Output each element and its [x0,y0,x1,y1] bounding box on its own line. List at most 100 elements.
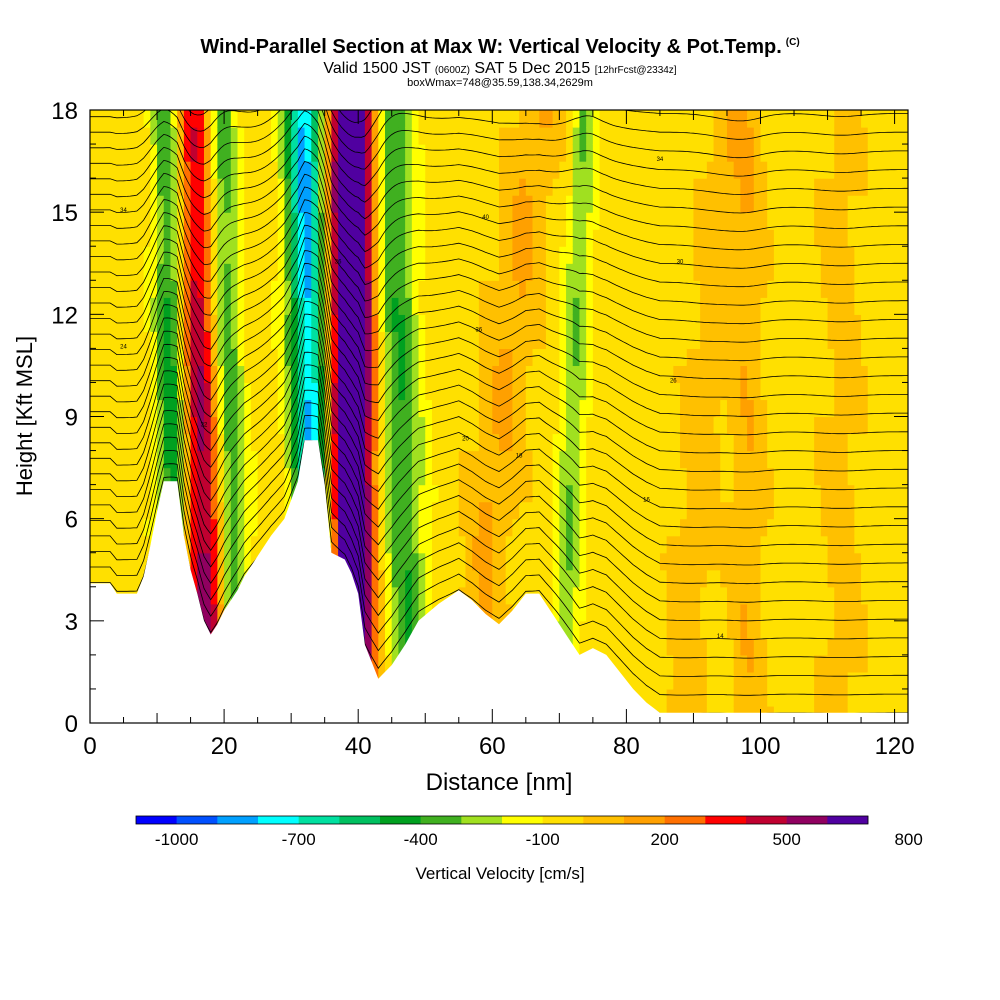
velocity-cell [713,195,721,213]
velocity-cell [478,161,487,179]
velocity-cell [505,229,514,247]
velocity-cell [210,450,218,469]
velocity-cell [666,433,674,452]
velocity-cell [612,535,621,554]
velocity-cell [358,229,366,247]
velocity-cell [378,127,386,145]
velocity-cell [559,178,567,196]
velocity-cell [800,552,809,571]
velocity-cell [291,144,299,162]
velocity-cell [197,382,205,401]
colorbar-swatch [176,816,218,824]
velocity-cell [887,382,896,401]
velocity-cell [619,586,627,605]
velocity-cell [840,161,849,179]
velocity-cell [331,535,339,554]
velocity-cell [385,603,393,622]
velocity-cell [894,637,902,656]
velocity-cell [840,178,849,196]
velocity-cell [250,144,259,162]
velocity-cell [277,331,286,349]
velocity-cell [720,144,728,162]
velocity-cell [130,501,138,520]
velocity-cell [592,161,601,179]
velocity-cell [472,280,480,298]
velocity-cell [740,671,748,690]
velocity-cell [170,399,178,418]
velocity-cell [881,501,889,520]
velocity-cell [881,654,889,673]
velocity-cell [820,178,829,196]
velocity-cell [834,603,842,622]
velocity-cell [425,297,433,315]
velocity-cell [814,280,822,298]
velocity-cell [505,569,514,588]
velocity-cell [512,314,520,332]
velocity-cell [224,450,232,469]
velocity-cell [150,161,158,179]
velocity-cell [794,416,802,435]
velocity-cell [103,535,111,554]
colorbar-swatch [502,816,543,824]
velocity-cell [545,348,554,367]
velocity-cell [405,365,413,384]
velocity-cell [150,263,158,281]
velocity-cell [800,178,809,196]
velocity-cell [203,552,212,571]
velocity-cell [438,314,446,332]
velocity-cell [411,297,420,315]
velocity-cell [445,314,453,332]
velocity-cell [847,314,855,332]
velocity-cell [237,212,245,230]
velocity-cell [820,552,829,571]
velocity-cell [572,637,581,656]
velocity-cell [110,467,118,486]
velocity-cell [505,297,514,315]
velocity-cell [901,688,908,707]
velocity-cell [378,603,386,622]
velocity-cell [304,212,312,230]
velocity-cell [143,297,151,315]
velocity-cell [633,178,641,196]
velocity-cell [840,484,849,503]
velocity-cell [559,586,567,605]
velocity-cell [686,620,695,639]
velocity-cell [512,518,520,537]
velocity-cell [96,127,105,145]
contour-label: 20 [462,436,469,442]
velocity-cell [130,348,138,367]
velocity-cell [371,229,379,247]
velocity-cell [787,246,795,264]
velocity-cell [733,586,741,605]
velocity-cell [693,365,701,384]
velocity-cell [136,382,145,401]
colorbar-swatch [624,816,665,824]
velocity-cell [411,535,420,554]
velocity-cell [901,433,908,452]
velocity-cell [324,416,332,435]
velocity-cell [693,688,701,707]
velocity-cell [854,518,862,537]
velocity-cell [505,263,514,281]
velocity-cell [492,552,500,571]
velocity-cell [445,535,453,554]
velocity-cell [680,688,688,707]
velocity-cell [378,535,386,554]
velocity-cell [425,229,433,247]
velocity-cell [411,518,420,537]
velocity-cell [847,518,855,537]
velocity-cell [747,433,755,452]
velocity-cell [284,127,292,145]
velocity-cell [700,382,708,401]
velocity-cell [633,552,641,571]
velocity-cell [136,331,145,349]
velocity-cell [773,314,782,332]
velocity-cell [773,178,782,196]
velocity-cell [385,127,393,145]
velocity-cell [478,110,487,128]
velocity-cell [606,144,614,162]
velocity-cell [143,331,151,349]
velocity-cell [840,535,849,554]
velocity-cell [773,127,782,145]
velocity-cell [599,280,607,298]
